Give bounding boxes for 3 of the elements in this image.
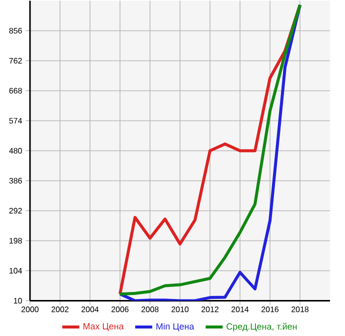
legend-label: Min Цена bbox=[156, 323, 194, 332]
legend-label: Max Цена bbox=[84, 323, 124, 332]
legend-label: Сред.Цена, т.йен bbox=[226, 323, 297, 332]
